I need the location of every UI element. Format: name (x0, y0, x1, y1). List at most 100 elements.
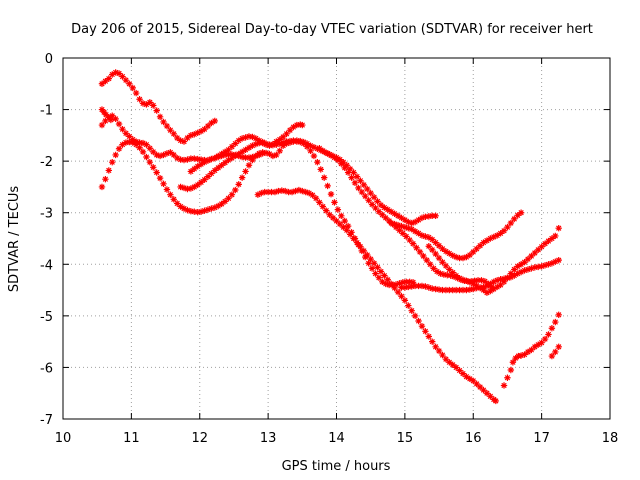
data-point (98, 121, 106, 129)
data-point (132, 89, 140, 97)
data-point (514, 270, 521, 277)
data-point (187, 155, 195, 162)
series-arc-8 (316, 145, 439, 227)
data-point (122, 139, 130, 146)
data-point (112, 115, 119, 123)
data-point (170, 130, 177, 138)
data-point (208, 170, 215, 177)
data-point (398, 284, 405, 291)
data-point (136, 144, 143, 151)
data-point (235, 137, 242, 144)
data-point (225, 151, 232, 158)
data-point (167, 149, 174, 156)
x-axis-label: GPS time / hours (282, 459, 391, 474)
data-point (194, 155, 201, 163)
data-point (292, 187, 299, 195)
data-point (473, 245, 480, 253)
data-point (333, 154, 340, 161)
data-point (405, 218, 412, 226)
data-point (415, 282, 422, 290)
data-point (435, 254, 443, 262)
data-point (126, 80, 133, 87)
data-point (146, 99, 154, 106)
data-point (126, 133, 133, 140)
data-point (521, 267, 528, 274)
data-point (249, 156, 256, 164)
data-point (235, 150, 242, 158)
data-point (430, 265, 437, 272)
data-point (497, 281, 504, 289)
data-point (341, 164, 348, 172)
data-point (194, 163, 201, 170)
data-point (399, 230, 407, 237)
data-point (406, 278, 413, 286)
data-point (538, 339, 545, 346)
series-arc-9 (388, 209, 525, 262)
data-point (403, 233, 410, 240)
data-point (268, 188, 275, 196)
data-point (290, 123, 297, 131)
data-point (266, 141, 273, 148)
data-point (507, 273, 515, 281)
data-point (201, 176, 208, 183)
data-point (548, 235, 556, 242)
y-tick-label: 0 (45, 52, 53, 67)
data-point (278, 187, 285, 194)
data-point (507, 366, 515, 374)
data-point (418, 322, 426, 330)
data-point (340, 223, 347, 231)
data-point (299, 187, 306, 195)
data-point (370, 194, 378, 201)
data-point (262, 149, 270, 157)
data-point (507, 219, 515, 227)
data-point (109, 112, 116, 119)
data-point (466, 251, 474, 259)
data-point (432, 343, 439, 350)
data-point (357, 243, 364, 250)
data-point (279, 139, 287, 146)
data-point (309, 191, 316, 199)
data-point (500, 382, 508, 389)
data-point (459, 254, 467, 262)
data-point (470, 248, 477, 256)
data-point (521, 351, 528, 358)
data-point (221, 159, 229, 166)
data-point (476, 242, 484, 249)
data-point (232, 152, 239, 160)
data-point (483, 390, 491, 397)
x-tick-labels: 10 11 12 13 14 15 16 17 18 (55, 431, 619, 446)
data-point (139, 139, 147, 147)
data-point (302, 188, 309, 196)
data-point (440, 271, 448, 278)
data-point (497, 276, 504, 283)
data-point (512, 354, 519, 362)
data-point (350, 169, 357, 176)
y-tick-label: -4 (40, 258, 53, 273)
data-point (429, 285, 436, 292)
data-point (362, 193, 369, 200)
data-point (163, 186, 171, 193)
x-tick-label: 16 (465, 431, 482, 446)
data-point (98, 183, 106, 191)
x-tick-label: 15 (397, 431, 414, 446)
data-point (449, 361, 456, 369)
data-point (385, 281, 393, 289)
data-point (409, 240, 417, 247)
data-point (490, 233, 497, 241)
data-point (480, 386, 487, 394)
x-tick-label: 13 (260, 431, 277, 446)
data-point (323, 149, 330, 157)
data-point (456, 367, 463, 374)
data-point (545, 237, 552, 245)
data-point (177, 203, 184, 210)
data-point (194, 129, 201, 136)
data-point (163, 150, 171, 157)
data-point (449, 286, 456, 294)
data-point (139, 148, 147, 156)
data-point (215, 152, 222, 160)
data-point (444, 271, 451, 279)
data-point (283, 130, 290, 138)
data-point (403, 278, 410, 286)
data-point (204, 173, 212, 180)
